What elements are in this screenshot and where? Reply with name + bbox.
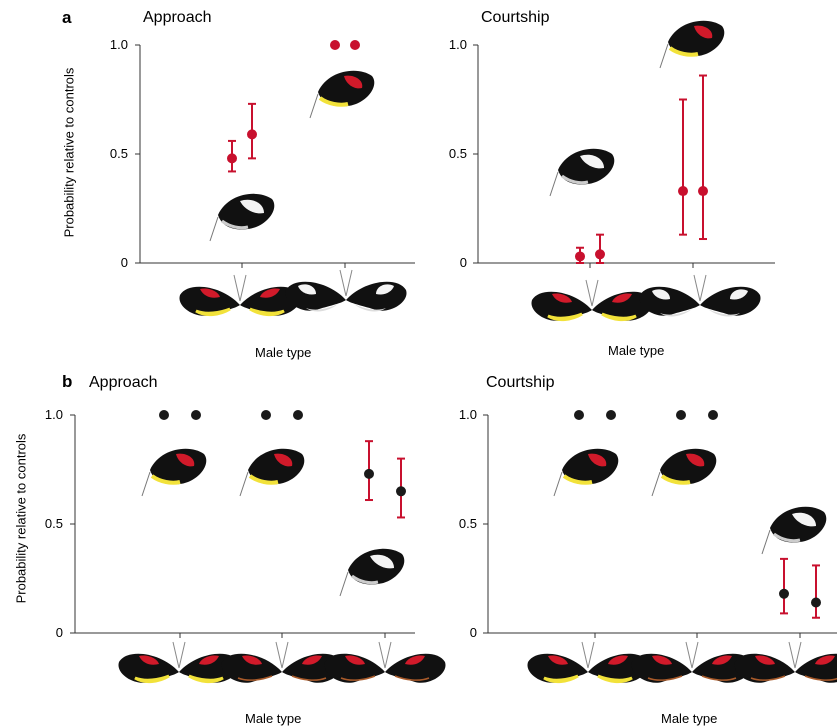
- male-type-b-courtship-red2-image: [733, 641, 837, 684]
- b-courtship-ytick-label: 0.5: [459, 516, 477, 531]
- side-view-white-butterfly-image: [208, 192, 276, 243]
- a-approach-ytick-label: 1.0: [110, 37, 128, 52]
- b-courtship-data-point: [574, 410, 584, 420]
- a-courtship-data-point: [698, 186, 708, 197]
- side-view-white-butterfly-courtship-image: [548, 147, 616, 198]
- a-approach-ytick-label: 0: [121, 255, 128, 270]
- b-courtship-ytick-label: 0: [470, 625, 477, 640]
- chart-a-courtship-xlabel: Male type: [608, 343, 665, 358]
- b-courtship-data-point: [708, 410, 718, 420]
- a-courtship-data-point: [595, 249, 605, 260]
- a-approach-data-point: [227, 153, 237, 164]
- b-approach-data-point: [191, 410, 201, 420]
- chart-b-approach-title: Approach: [89, 374, 158, 391]
- male-type-b-courtship-yellow-image: [525, 640, 651, 685]
- b-courtship-data-point: [606, 410, 616, 420]
- a-courtship-ytick-label: 0.5: [449, 146, 467, 161]
- a-approach-data-point: [247, 129, 257, 140]
- side-view-b-courtship-1-image: [552, 446, 621, 498]
- b-approach-data-point: [261, 410, 271, 420]
- a-approach-data-point: [330, 40, 340, 50]
- a-courtship-ytick-label: 1.0: [449, 37, 467, 52]
- a-approach-ytick-label: 0.5: [110, 146, 128, 161]
- chart-a-approach-title: Approach: [143, 9, 212, 26]
- side-view-b-approach-white-image: [338, 547, 406, 598]
- male-type-a-courtship-white-image: [638, 274, 762, 317]
- chart-b-approach-xlabel: Male type: [245, 711, 302, 726]
- b-approach-data-point: [293, 410, 303, 420]
- side-view-red-yellow-butterfly-image: [308, 68, 377, 120]
- b-courtship-data-point: [811, 597, 821, 608]
- b-approach-data-point: [396, 486, 406, 497]
- male-type-b-approach-red2-image: [323, 641, 447, 684]
- chart-a-courtship-title: Courtship: [481, 9, 550, 26]
- side-view-b-courtship-2-image: [650, 446, 719, 498]
- panel-b-letter: b: [62, 372, 73, 391]
- side-view-b-approach-2-image: [238, 446, 307, 498]
- male-type-b-approach-red-image: [220, 641, 344, 684]
- b-approach-data-point: [159, 410, 169, 420]
- b-approach-data-point: [364, 468, 374, 479]
- male-type-a-courtship-red-yellow-image: [529, 278, 655, 323]
- panel-a-letter: a: [62, 8, 72, 27]
- side-view-b-approach-1-image: [140, 446, 209, 498]
- b-courtship-ytick-label: 1.0: [459, 407, 477, 422]
- a-courtship-data-point: [678, 186, 688, 197]
- b-approach-ytick-label: 1.0: [45, 407, 63, 422]
- chart-b-courtship-title: Courtship: [486, 374, 555, 391]
- male-type-a-approach-white-image: [284, 269, 408, 312]
- side-view-red-yellow-butterfly-courtship-image: [658, 18, 727, 70]
- chart-a-approach-xlabel-male-type: Male type: [255, 345, 312, 360]
- a-courtship-data-point: [575, 251, 585, 262]
- b-courtship-data-point: [779, 588, 789, 599]
- male-type-a-approach-red-yellow-image: [177, 273, 303, 318]
- chart-b-courtship-xlabel: Male type: [661, 711, 718, 726]
- male-type-b-courtship-red-image: [630, 641, 754, 684]
- b-approach-ytick-label: 0: [56, 625, 63, 640]
- side-view-b-courtship-white-image: [760, 505, 828, 556]
- b-approach-ytick-label: 0.5: [45, 516, 63, 531]
- a-approach-data-point: [350, 40, 360, 50]
- b-courtship-data-point: [676, 410, 686, 420]
- male-type-b-approach-yellow-image: [116, 640, 242, 685]
- a-courtship-ytick-label: 0: [460, 255, 467, 270]
